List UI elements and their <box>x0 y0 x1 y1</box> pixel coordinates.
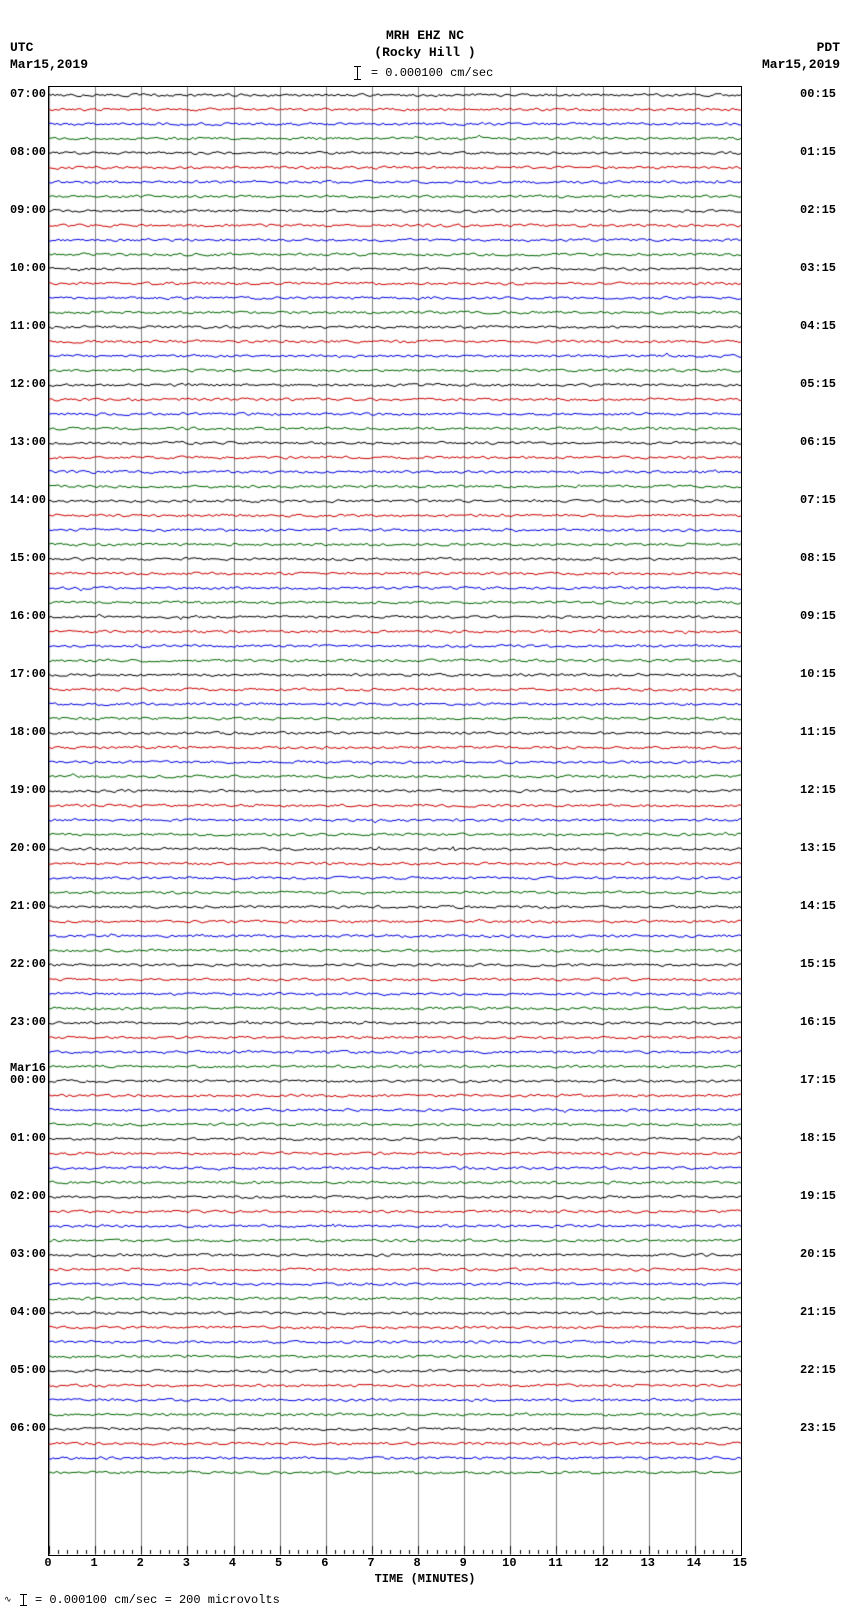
right-time-label: 06:15 <box>800 436 836 448</box>
right-time-label: 10:15 <box>800 668 836 680</box>
x-tick-label: 2 <box>130 1556 150 1570</box>
left-time-label: 04:00 <box>10 1306 46 1318</box>
seismogram-plot <box>48 86 742 1556</box>
right-time-label: 18:15 <box>800 1132 836 1144</box>
x-tick-label: 3 <box>176 1556 196 1570</box>
left-time-label: 02:00 <box>10 1190 46 1202</box>
right-time-label: 02:15 <box>800 204 836 216</box>
right-time-label: 22:15 <box>800 1364 836 1376</box>
right-time-label: 14:15 <box>800 900 836 912</box>
left-time-label: 03:00 <box>10 1248 46 1260</box>
station-header: MRH EHZ NC (Rocky Hill ) <box>0 28 850 62</box>
right-time-label: 09:15 <box>800 610 836 622</box>
left-time-label: 17:00 <box>10 668 46 680</box>
x-tick-label: 13 <box>638 1556 658 1570</box>
right-time-label: 13:15 <box>800 842 836 854</box>
right-time-label: 23:15 <box>800 1422 836 1434</box>
left-time-label: 19:00 <box>10 784 46 796</box>
right-time-label: 01:15 <box>800 146 836 158</box>
x-tick-label: 8 <box>407 1556 427 1570</box>
left-time-label: 14:00 <box>10 494 46 506</box>
right-time-label: 00:15 <box>800 88 836 100</box>
scale-indicator: = 0.000100 cm/sec <box>0 66 850 80</box>
right-time-label: 07:15 <box>800 494 836 506</box>
x-tick-label: 10 <box>499 1556 519 1570</box>
left-time-label: 11:00 <box>10 320 46 332</box>
left-time-label: 12:00 <box>10 378 46 390</box>
left-time-label: 00:00 <box>10 1074 46 1086</box>
footer-bar-icon <box>23 1594 24 1606</box>
x-tick-label: 11 <box>545 1556 565 1570</box>
right-time-label: 20:15 <box>800 1248 836 1260</box>
footer-wiggle-icon: ∿ <box>4 1595 12 1605</box>
left-time-label: 22:00 <box>10 958 46 970</box>
right-time-label: 16:15 <box>800 1016 836 1028</box>
left-time-label: 01:00 <box>10 1132 46 1144</box>
seismogram-container: UTC Mar15,2019 PDT Mar15,2019 MRH EHZ NC… <box>0 0 850 1613</box>
x-tick-label: 9 <box>453 1556 473 1570</box>
left-time-label: 18:00 <box>10 726 46 738</box>
x-tick-label: 4 <box>223 1556 243 1570</box>
left-time-label: 09:00 <box>10 204 46 216</box>
station-name: (Rocky Hill ) <box>0 45 850 62</box>
left-time-label: 23:00 <box>10 1016 46 1028</box>
x-tick-label: 1 <box>84 1556 104 1570</box>
left-time-label: 20:00 <box>10 842 46 854</box>
right-time-label: 03:15 <box>800 262 836 274</box>
x-tick-label: 5 <box>269 1556 289 1570</box>
footer-scale: ∿ = 0.000100 cm/sec = 200 microvolts <box>4 1593 280 1607</box>
x-tick-label: 15 <box>730 1556 750 1570</box>
x-tick-label: 6 <box>315 1556 335 1570</box>
right-time-label: 17:15 <box>800 1074 836 1086</box>
left-time-label: 10:00 <box>10 262 46 274</box>
x-tick-label: 12 <box>592 1556 612 1570</box>
left-time-label: 16:00 <box>10 610 46 622</box>
right-time-label: 05:15 <box>800 378 836 390</box>
left-time-label: 13:00 <box>10 436 46 448</box>
x-axis-label: TIME (MINUTES) <box>0 1572 850 1586</box>
right-time-label: 15:15 <box>800 958 836 970</box>
left-time-label: 21:00 <box>10 900 46 912</box>
left-time-label: 15:00 <box>10 552 46 564</box>
x-tick-label: 14 <box>684 1556 704 1570</box>
right-time-label: 12:15 <box>800 784 836 796</box>
scale-bar-icon <box>357 66 358 80</box>
right-time-label: 08:15 <box>800 552 836 564</box>
right-time-label: 21:15 <box>800 1306 836 1318</box>
right-time-label: 04:15 <box>800 320 836 332</box>
left-time-label: 07:00 <box>10 88 46 100</box>
x-tick-label: 7 <box>361 1556 381 1570</box>
x-tick-label: 0 <box>38 1556 58 1570</box>
left-time-label: 06:00 <box>10 1422 46 1434</box>
scale-text: = 0.000100 cm/sec <box>371 66 493 80</box>
right-time-label: 11:15 <box>800 726 836 738</box>
station-code: MRH EHZ NC <box>0 28 850 45</box>
left-time-label: 05:00 <box>10 1364 46 1376</box>
footer-text: = 0.000100 cm/sec = 200 microvolts <box>35 1593 280 1607</box>
left-time-label: 08:00 <box>10 146 46 158</box>
right-time-label: 19:15 <box>800 1190 836 1202</box>
